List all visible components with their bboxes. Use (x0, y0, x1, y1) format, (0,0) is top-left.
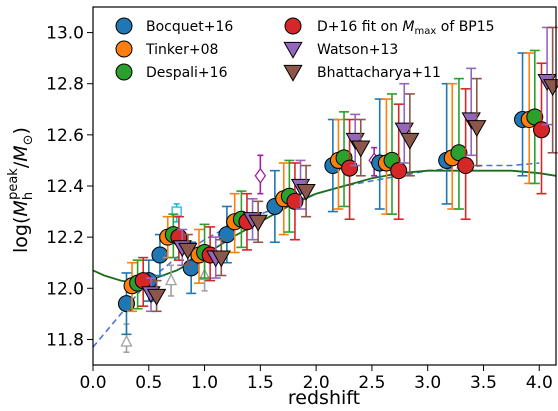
data-point (467, 120, 487, 137)
x-axis-label: redshift (288, 387, 360, 409)
legend-label: Despali+16 (146, 65, 228, 81)
y-tick-label: 12.4 (46, 177, 84, 197)
data-point (151, 246, 169, 264)
y-tick-label: 11.8 (46, 330, 84, 350)
legend-label: Bhattacharya+11 (317, 65, 441, 81)
data-point (296, 184, 316, 201)
data-point (134, 272, 152, 290)
data-point (390, 162, 408, 180)
extra-point (120, 334, 133, 347)
x-tick-label: 2.0 (303, 373, 330, 393)
legend-marker (115, 40, 133, 58)
y-tick-label: 12.8 (46, 75, 84, 95)
x-tick-label: 2.5 (358, 373, 385, 393)
data-point (532, 121, 550, 139)
data-point (341, 159, 359, 177)
extra-point (165, 273, 178, 286)
extra-point (254, 167, 267, 184)
data-point (457, 157, 475, 175)
y-axis-label-prefix: log( (10, 217, 32, 253)
legend-item: Bocquet+16 (115, 17, 233, 35)
series-5 (146, 26, 558, 313)
x-axis-ticks: 0.0 0.5 1.0 1.5 2.0 2.5 3.0 3.5 4.0 (79, 365, 553, 393)
legend-label: Watson+13 (317, 42, 398, 58)
x-tick-label: 4.0 (526, 373, 553, 393)
y-axis-label-slash: / (10, 161, 32, 168)
dashed-fit-curve (93, 162, 540, 348)
data-point (542, 79, 558, 97)
data-point (248, 214, 268, 232)
data-point (286, 192, 304, 210)
legend-label: D+16 fit on Mmax of BP15 (317, 19, 495, 37)
series-0 (117, 52, 532, 336)
y-axis-label-sup: peak (6, 168, 21, 200)
data-point (400, 132, 420, 150)
legend-marker (284, 17, 302, 35)
data-series (117, 26, 558, 336)
x-tick-label: 3.5 (470, 373, 497, 393)
y-axis-label-m2: M (10, 145, 32, 161)
y-axis-ticks: 11.8 12.0 12.2 12.4 12.6 12.8 13.0 (46, 24, 93, 350)
y-axis-label: log(Mhpeak/M⊙) (6, 127, 36, 253)
y-axis-label-sub: h (21, 192, 36, 200)
legend-item: Despali+16 (115, 63, 228, 81)
y-tick-label: 12.6 (46, 126, 84, 146)
legend-marker (115, 63, 133, 81)
y-tick-label: 13.0 (46, 24, 84, 44)
data-point (146, 288, 167, 306)
y-axis-label-m: M (10, 200, 32, 216)
y-tick-label: 12.0 (46, 279, 84, 299)
data-point (178, 242, 198, 260)
legend-item: Tinker+08 (115, 40, 218, 58)
y-axis-label-suffix: ) (10, 127, 32, 134)
legend-item: D+16 fit on Mmax of BP15 (284, 17, 495, 37)
x-tick-label: 0.5 (135, 373, 162, 393)
legend-item: Bhattacharya+11 (283, 64, 441, 82)
legend-item: Watson+13 (283, 41, 398, 59)
x-tick-label: 0.0 (79, 373, 106, 393)
data-point (211, 250, 231, 268)
legend-marker (283, 41, 303, 59)
data-point (351, 140, 371, 158)
solid-fit-curve (93, 169, 556, 285)
plot-frame (92, 6, 557, 366)
legend-label: Bocquet+16 (146, 19, 233, 35)
data-point (117, 295, 135, 313)
legend-marker (283, 64, 303, 82)
y-tick-label: 12.2 (46, 228, 84, 248)
legend-label: Tinker+08 (145, 42, 218, 58)
x-tick-label: 1.0 (191, 373, 218, 393)
y-axis-label-sub2: ⊙ (21, 134, 36, 145)
legend: Bocquet+16 Tinker+08 Despali+16 D+16 fit on… (115, 17, 495, 82)
x-tick-label: 1.5 (247, 373, 274, 393)
data-point (394, 122, 414, 140)
legend-marker (115, 17, 133, 35)
x-tick-label: 3.0 (414, 373, 441, 393)
